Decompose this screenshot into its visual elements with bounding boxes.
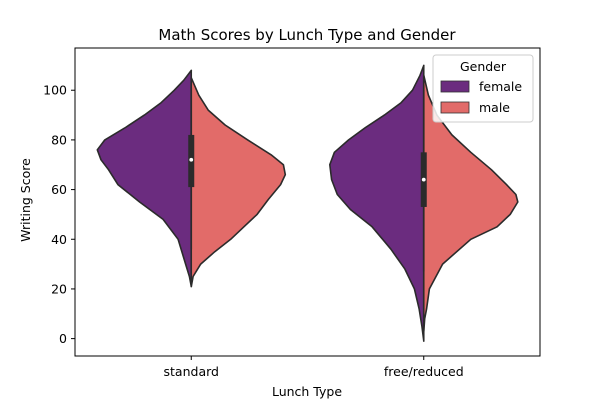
x-tick-label-standard: standard xyxy=(164,364,219,379)
chart-title: Math Scores by Lunch Type and Gender xyxy=(158,26,456,44)
violin-free-reduced-male xyxy=(422,74,519,332)
violin-standard-female xyxy=(96,69,193,288)
y-tick-label-60: 60 xyxy=(51,182,67,197)
y-tick-label-40: 40 xyxy=(51,232,67,247)
median-marker-free-reduced xyxy=(421,177,426,182)
legend-swatch-male xyxy=(440,101,470,114)
plot-layer: 0 20 40 60 80 100 standard free/reduced xyxy=(43,64,519,379)
legend-label-female: female xyxy=(479,79,522,94)
legend-swatch-female xyxy=(440,80,470,93)
x-tick-label-free-reduced: free/reduced xyxy=(384,364,464,379)
median-marker-standard xyxy=(189,157,194,162)
plot-frame xyxy=(74,47,541,357)
violin-standard-male xyxy=(190,77,287,288)
y-tick-label-100: 100 xyxy=(43,83,67,98)
y-tick-label-20: 20 xyxy=(51,281,67,296)
y-tick-label-0: 0 xyxy=(59,331,67,346)
y-tick-label-80: 80 xyxy=(51,132,67,147)
violin-free-reduced-female xyxy=(329,64,425,342)
y-axis-label: Writing Score xyxy=(18,158,33,242)
x-axis-label: Lunch Type xyxy=(272,384,342,399)
legend-title: Gender xyxy=(460,59,507,74)
legend: Gender female male xyxy=(432,54,534,123)
legend-label-male: male xyxy=(479,100,510,115)
